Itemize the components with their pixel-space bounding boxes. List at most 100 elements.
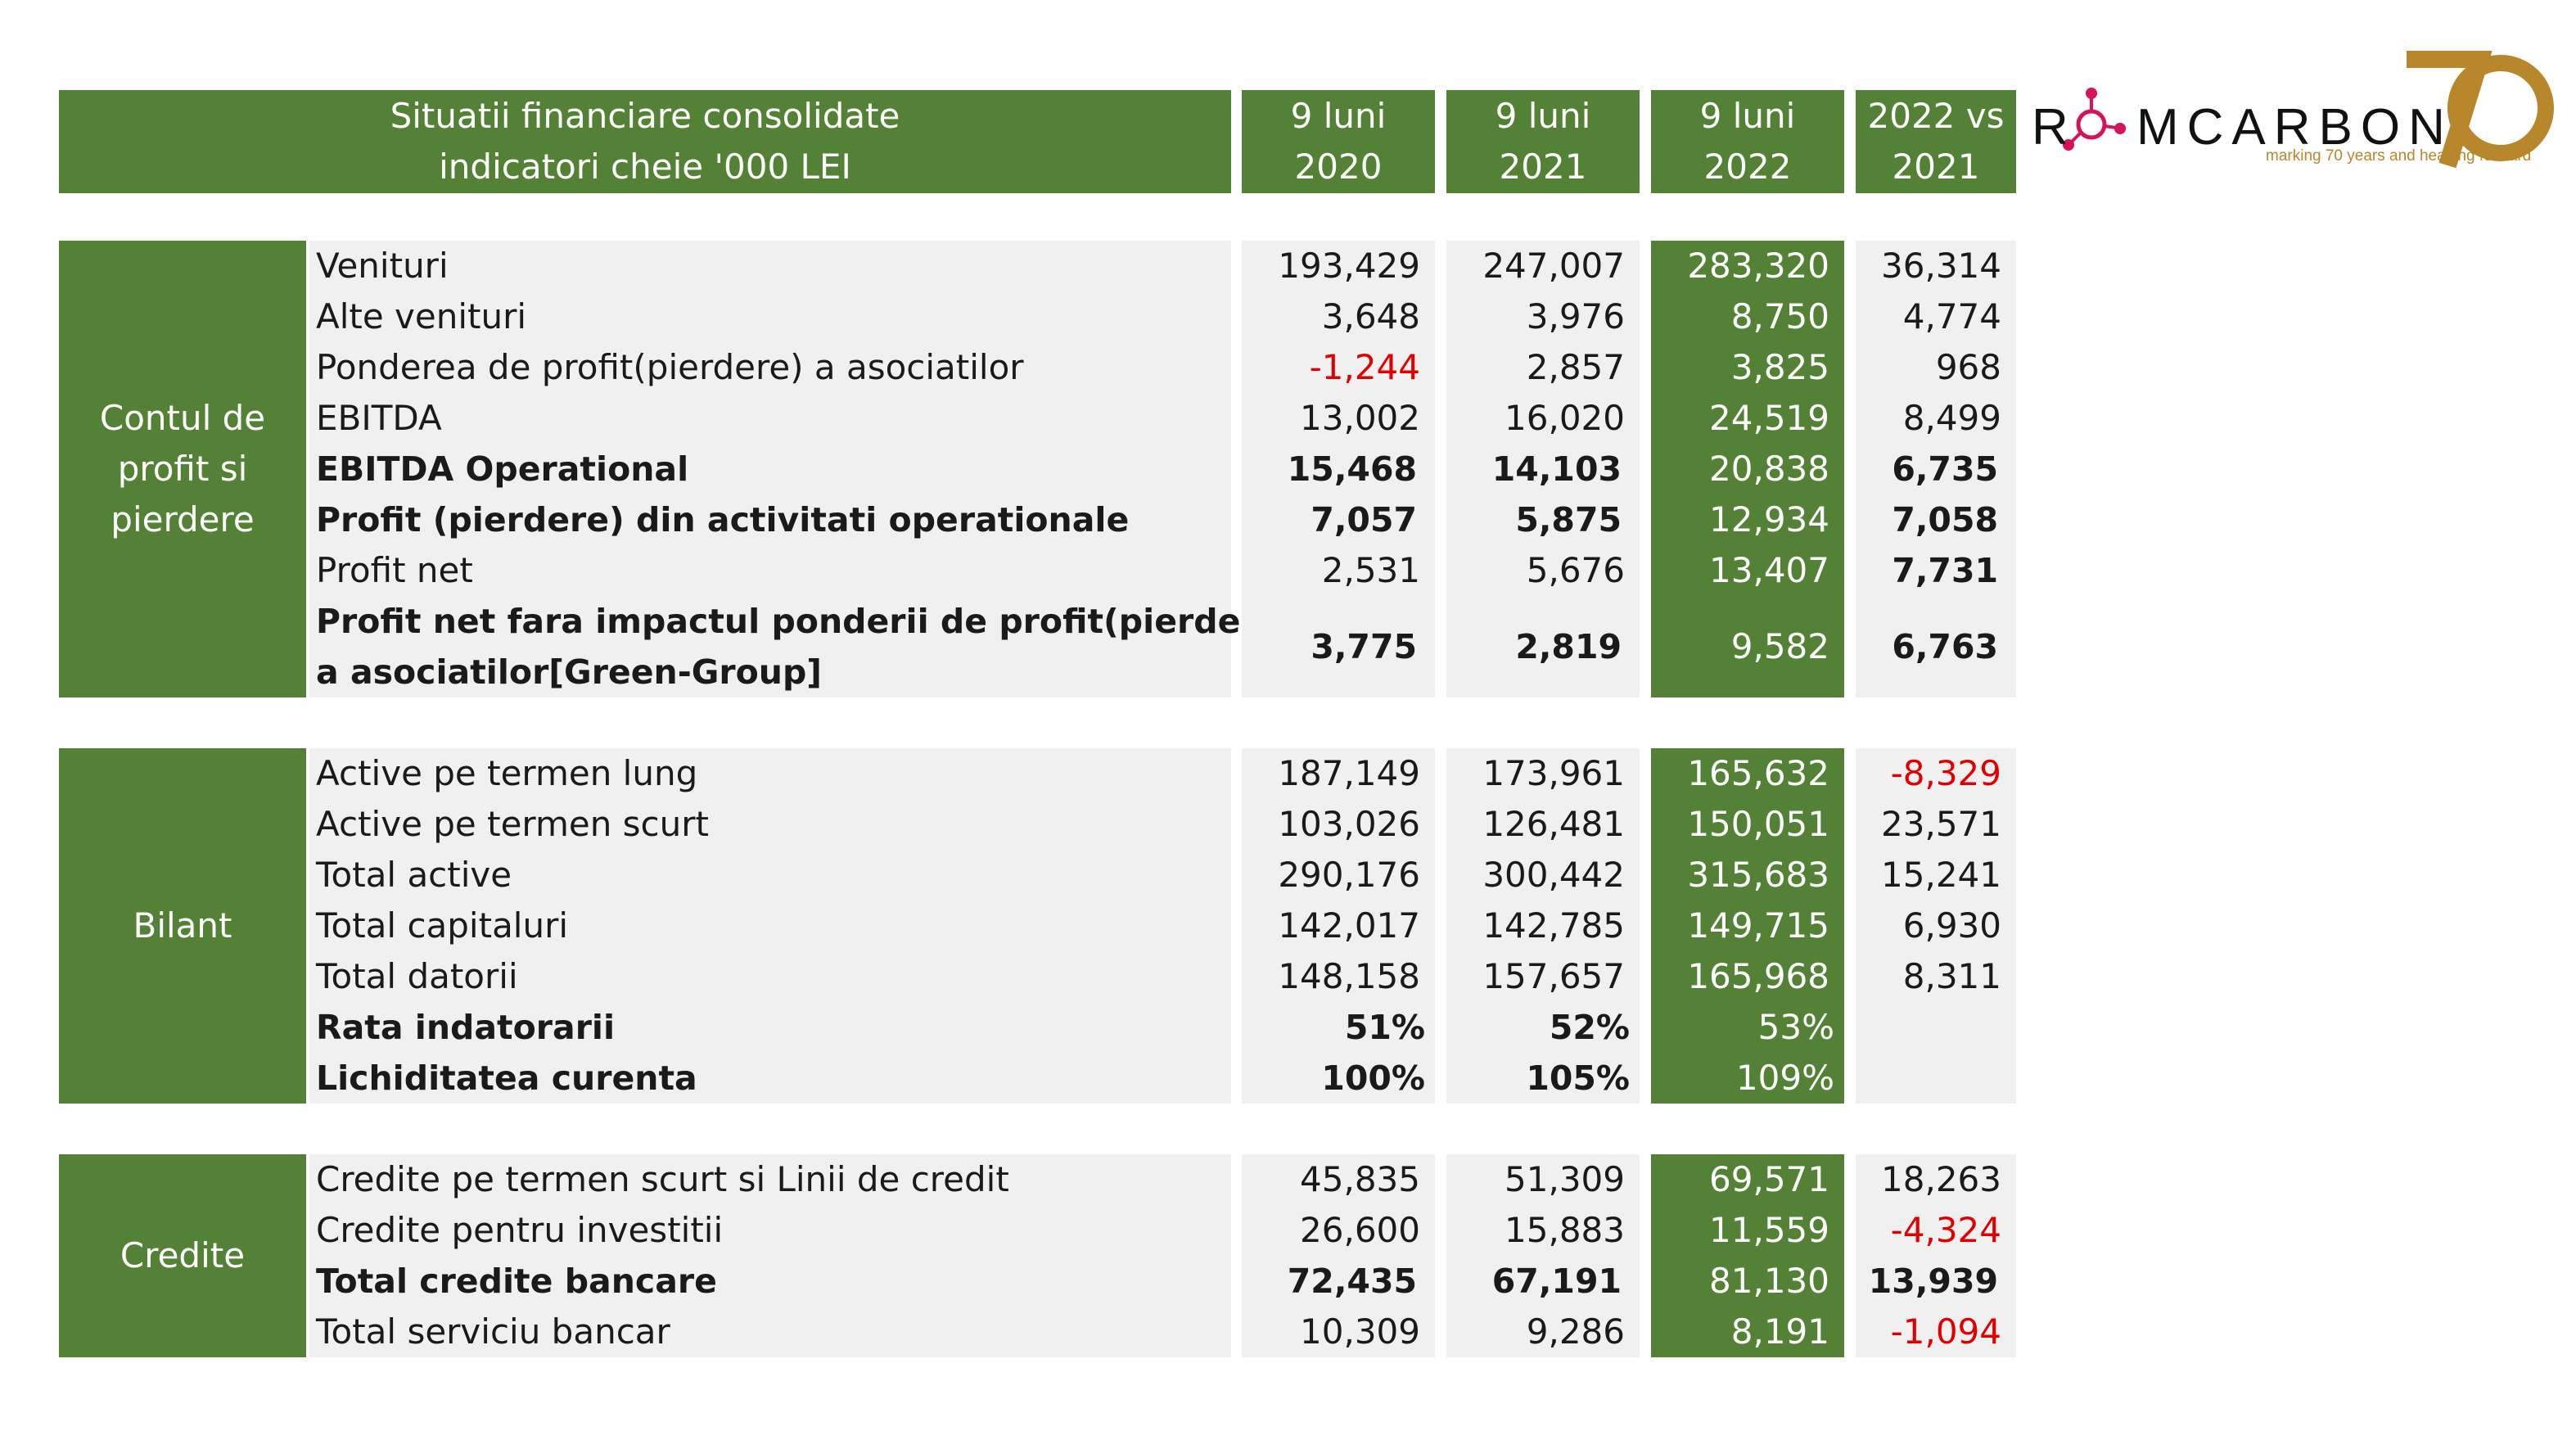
romcarbon-logo: R MCARBON marking 70 years and heading f… bbox=[2022, 50, 2562, 174]
row-label: Total serviciu bancar bbox=[316, 1311, 670, 1352]
cell-value: 165,632 bbox=[1687, 753, 1829, 793]
table-title-line1: Situatii financiare consolidate bbox=[390, 96, 900, 136]
table-title-header: Situatii financiare consolidate indicato… bbox=[59, 90, 1231, 193]
column-header-diff-line1: 2022 vs bbox=[1867, 96, 2005, 136]
labels-column-bilant: Active pe termen lung Active pe termen s… bbox=[309, 748, 1231, 1104]
row-label: Profit net bbox=[316, 550, 473, 590]
cell-value: 7,058 bbox=[1892, 500, 1998, 539]
cell-value: 51% bbox=[1344, 1008, 1425, 1047]
cell-value: 315,683 bbox=[1687, 855, 1829, 895]
cell-value: 13,939 bbox=[1868, 1262, 1998, 1301]
logo-brand-mcarbon: MCARBON bbox=[2136, 99, 2453, 156]
cell-value: 142,017 bbox=[1278, 905, 1420, 946]
values-column-2022-bilant: 165,632 150,051 315,683 149,715 165,968 … bbox=[1651, 748, 1844, 1104]
cell-value: 11,559 bbox=[1709, 1210, 1829, 1250]
values-column-2022-profit-loss: 283,320 8,750 3,825 24,519 20,838 12,934… bbox=[1651, 241, 1844, 697]
cell-value: 23,571 bbox=[1881, 804, 2001, 844]
cell-value: 142,785 bbox=[1482, 905, 1625, 946]
cell-value: 45,835 bbox=[1300, 1159, 1420, 1199]
cell-value: 150,051 bbox=[1687, 804, 1829, 844]
row-label: Total datorii bbox=[316, 956, 518, 996]
cell-value: 6,735 bbox=[1892, 449, 1998, 489]
column-header-2021-line1: 9 luni bbox=[1495, 96, 1591, 136]
cell-value: 3,976 bbox=[1526, 296, 1625, 336]
cell-value: 5,875 bbox=[1515, 500, 1622, 539]
cell-value: 16,020 bbox=[1505, 398, 1625, 438]
column-header-2021-line2: 2021 bbox=[1499, 147, 1587, 187]
values-column-diff-bilant: -8,329 23,571 15,241 6,930 8,311 bbox=[1856, 748, 2016, 1104]
column-header-2022-line1: 9 luni bbox=[1699, 96, 1796, 136]
labels-column-profit-loss: Venituri Alte venituri Ponderea de profi… bbox=[309, 241, 1295, 697]
row-label: Lichiditatea curenta bbox=[316, 1059, 697, 1098]
values-column-2020-credite: 45,835 26,600 72,435 10,309 bbox=[1242, 1154, 1435, 1357]
column-header-2020: 9 luni 2020 bbox=[1242, 90, 1435, 193]
cell-value: 126,481 bbox=[1482, 804, 1625, 844]
section-label-line1: Contul de bbox=[99, 398, 266, 438]
cell-value: 7,731 bbox=[1892, 551, 1998, 590]
cell-value: 193,429 bbox=[1278, 246, 1420, 286]
logo-70-mark bbox=[2063, 50, 2554, 169]
row-label: EBITDA bbox=[316, 398, 442, 438]
cell-value: 8,499 bbox=[1902, 398, 2001, 438]
cell-value: 51,309 bbox=[1505, 1159, 1625, 1199]
cell-value: 165,968 bbox=[1687, 956, 1829, 996]
section-label-bilant: Bilant bbox=[59, 748, 306, 1104]
cell-value: 3,825 bbox=[1730, 347, 1829, 387]
row-label: EBITDA Operational bbox=[316, 449, 689, 489]
cell-value: 67,191 bbox=[1491, 1262, 1622, 1301]
values-column-2021-credite: 51,309 15,883 67,191 9,286 bbox=[1446, 1154, 1640, 1357]
cell-value: 2,531 bbox=[1321, 550, 1420, 590]
labels-column-credite: Credite pe termen scurt si Linii de cred… bbox=[309, 1154, 1231, 1357]
cell-value: 187,149 bbox=[1278, 753, 1420, 793]
cell-value: 247,007 bbox=[1482, 246, 1625, 286]
cell-value: 72,435 bbox=[1287, 1262, 1417, 1301]
values-column-2020-bilant: 187,149 103,026 290,176 142,017 148,158 … bbox=[1242, 748, 1435, 1104]
values-column-2020-profit-loss: 193,429 3,648 -1,244 13,002 15,468 7,057… bbox=[1242, 241, 1435, 697]
row-label-line2: a asociatilor[Green-Group] bbox=[316, 652, 823, 692]
cell-value: 26,600 bbox=[1300, 1210, 1420, 1250]
row-label: Total active bbox=[316, 855, 512, 895]
cell-value: 12,934 bbox=[1709, 499, 1829, 539]
row-label: Total capitaluri bbox=[316, 905, 569, 946]
cell-value: 69,571 bbox=[1709, 1159, 1829, 1199]
row-label: Venituri bbox=[316, 246, 449, 286]
row-label-line1: Profit net fara impactul ponderii de pro… bbox=[316, 602, 1296, 641]
cell-value: 15,468 bbox=[1287, 449, 1417, 489]
cell-value: 20,838 bbox=[1709, 449, 1829, 489]
cell-value: 53% bbox=[1757, 1007, 1834, 1047]
cell-value: 173,961 bbox=[1482, 753, 1625, 793]
cell-value: 109% bbox=[1735, 1058, 1834, 1098]
table-title-line2: indicatori cheie '000 LEI bbox=[439, 147, 851, 187]
cell-value: 148,158 bbox=[1278, 956, 1420, 996]
column-header-diff-line2: 2021 bbox=[1892, 147, 1980, 187]
cell-value: 6,930 bbox=[1902, 905, 2001, 946]
column-header-2020-line2: 2020 bbox=[1294, 147, 1383, 187]
cell-value: 9,286 bbox=[1526, 1311, 1625, 1352]
cell-value: 4,774 bbox=[1902, 296, 2001, 336]
cell-value: 8,311 bbox=[1902, 956, 2001, 996]
column-header-2022: 9 luni 2022 bbox=[1651, 90, 1844, 193]
section-label-credite: Credite bbox=[59, 1154, 306, 1357]
cell-value: 13,407 bbox=[1709, 550, 1829, 590]
values-column-2022-credite: 69,571 11,559 81,130 8,191 bbox=[1651, 1154, 1844, 1357]
cell-value: 2,857 bbox=[1526, 347, 1625, 387]
cell-value: 6,763 bbox=[1892, 627, 1998, 666]
cell-value: -1,094 bbox=[1890, 1311, 2001, 1352]
row-label: Total credite bancare bbox=[316, 1262, 717, 1301]
cell-value: 15,241 bbox=[1881, 855, 2001, 895]
cell-value: 5,676 bbox=[1526, 550, 1625, 590]
cell-value: 15,883 bbox=[1505, 1210, 1625, 1250]
cell-value: 283,320 bbox=[1687, 246, 1829, 286]
cell-value: -4,324 bbox=[1890, 1210, 2001, 1250]
row-label: Active pe termen lung bbox=[316, 753, 698, 793]
cell-value: 968 bbox=[1935, 347, 2001, 387]
values-column-diff-profit-loss: 36,314 4,774 968 8,499 6,735 7,058 7,731… bbox=[1856, 241, 2016, 697]
values-column-2021-bilant: 173,961 126,481 300,442 142,785 157,657 … bbox=[1446, 748, 1640, 1104]
molecule-o-icon bbox=[2063, 88, 2126, 151]
logo-tagline: marking 70 years and heading forward bbox=[2266, 147, 2532, 165]
cell-value: 36,314 bbox=[1881, 246, 2001, 286]
values-column-diff-credite: 18,263 -4,324 13,939 -1,094 bbox=[1856, 1154, 2016, 1357]
cell-value: 81,130 bbox=[1709, 1261, 1829, 1301]
cell-value: 52% bbox=[1549, 1008, 1630, 1047]
cell-value: 103,026 bbox=[1278, 804, 1420, 844]
